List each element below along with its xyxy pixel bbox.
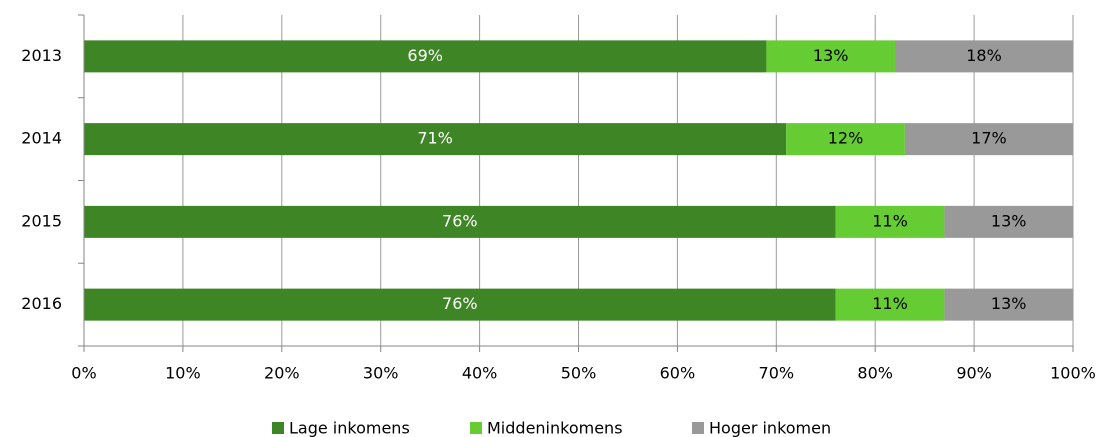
bar-segment <box>894 40 1073 73</box>
value-label: 11% <box>872 294 908 313</box>
legend-label: Lage inkomens <box>289 419 410 437</box>
bar-segment <box>944 288 1073 321</box>
bar-segment <box>835 205 945 238</box>
x-tick-label: 40% <box>462 364 498 383</box>
bar-segment <box>84 288 836 321</box>
value-label: 69% <box>407 46 443 65</box>
x-tick-label: 80% <box>857 364 893 383</box>
x-tick-label: 70% <box>759 364 795 383</box>
value-label: 12% <box>828 129 864 148</box>
value-label: 13% <box>991 211 1027 230</box>
bar-segment <box>766 40 895 73</box>
x-tick-label: 20% <box>264 364 300 383</box>
x-tick-label: 30% <box>363 364 399 383</box>
legend-swatch <box>692 422 704 434</box>
x-tick-label: 100% <box>1050 364 1096 383</box>
x-tick-label: 10% <box>165 364 201 383</box>
y-tick-label: 2013 <box>21 46 62 65</box>
bar-segment <box>84 40 767 73</box>
value-label: 76% <box>442 294 478 313</box>
bar-segment <box>84 205 836 238</box>
y-tick-label: 2014 <box>21 129 62 148</box>
value-label: 13% <box>813 46 849 65</box>
value-label: 11% <box>872 211 908 230</box>
y-tick-label: 2016 <box>21 294 62 313</box>
legend-swatch <box>470 422 482 434</box>
bar-segment <box>835 288 945 321</box>
value-label: 71% <box>417 129 453 148</box>
x-tick-label: 60% <box>660 364 696 383</box>
bar-segment <box>786 123 905 156</box>
value-label: 17% <box>971 129 1007 148</box>
bar-segment <box>904 123 1073 156</box>
bar-segment <box>944 205 1073 238</box>
x-tick-label: 0% <box>71 364 96 383</box>
y-tick-label: 2015 <box>21 211 62 230</box>
bar-segment <box>84 123 787 156</box>
legend-label: Hoger inkomen <box>709 419 831 437</box>
value-label: 13% <box>991 294 1027 313</box>
x-tick-label: 90% <box>956 364 992 383</box>
value-label: 18% <box>966 46 1002 65</box>
legend-label: Middeninkomens <box>487 419 623 437</box>
legend-swatch <box>272 422 284 434</box>
value-label: 76% <box>442 211 478 230</box>
x-tick-label: 50% <box>561 364 597 383</box>
